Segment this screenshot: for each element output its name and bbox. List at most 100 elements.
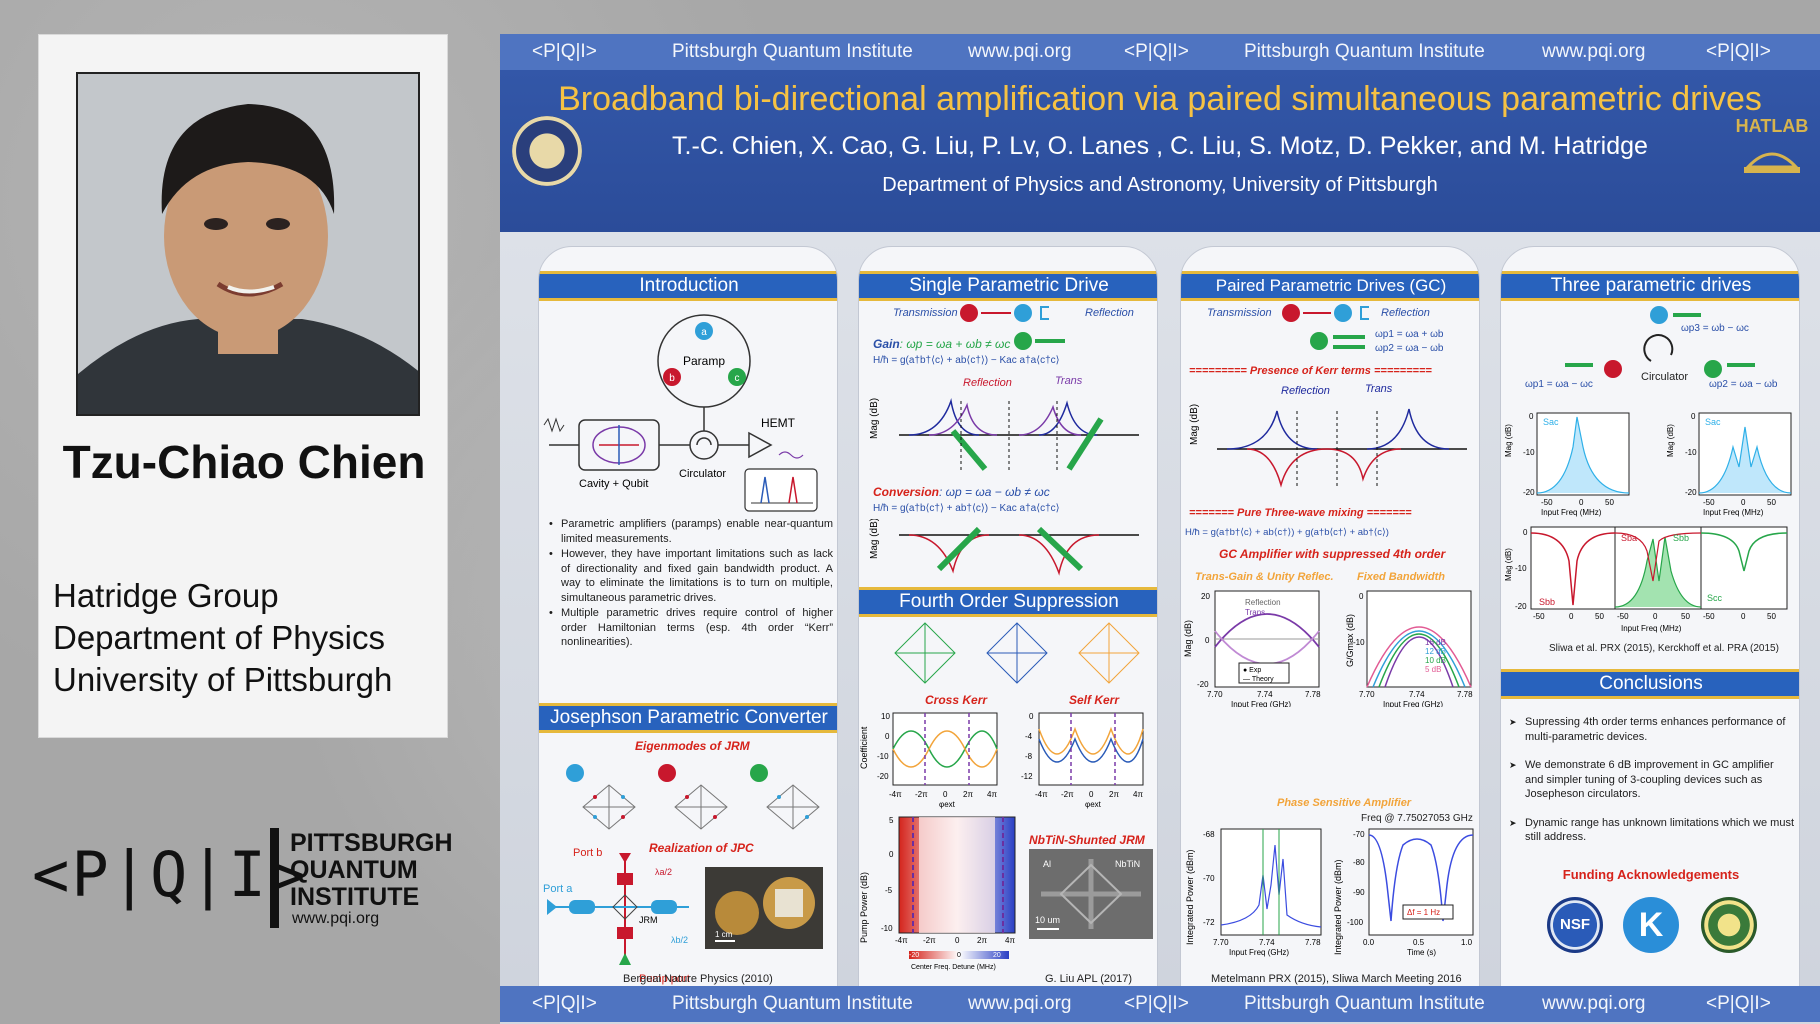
- tick: -4: [1025, 732, 1033, 741]
- strip-url: www.pqi.org: [1542, 993, 1646, 1014]
- section-title-introduction: Introduction: [539, 271, 837, 301]
- trans-gain-caption: Trans-Gain & Unity Reflec.: [1195, 571, 1334, 583]
- pqi-line2: QUANTUM: [290, 856, 418, 884]
- tick: 0: [1741, 612, 1746, 621]
- sbb-label: Sbb: [1673, 533, 1689, 543]
- tick: 0: [1569, 612, 1574, 621]
- poster-authors: T.-C. Chien, X. Cao, G. Liu, P. Lv, O. L…: [672, 132, 1648, 160]
- hatlab-hat-icon: [1744, 152, 1800, 173]
- port-a-label: Port a: [543, 883, 573, 895]
- tick: 10: [881, 712, 890, 721]
- university-name: University of Pittsburgh: [53, 661, 393, 698]
- legend-10db: 10 dB: [1425, 656, 1446, 665]
- port-b-label: Port b: [573, 847, 603, 859]
- label-reflection: Reflection: [1085, 307, 1134, 319]
- realization-caption: Realization of JPC: [649, 841, 754, 855]
- tick: -5: [885, 886, 893, 895]
- tick: 1.0: [1461, 938, 1473, 947]
- legend-16db: 16 dB: [1425, 638, 1446, 647]
- input-freq-axis: Input Freq (GHz): [1383, 700, 1443, 707]
- tick: -4π: [889, 790, 902, 799]
- freq-at-label: Freq @ 7.75027053 GHz: [1361, 813, 1473, 824]
- tick: 7.74: [1259, 938, 1275, 947]
- intro-bullet: However, they have important limitations…: [547, 547, 833, 605]
- poster-department: Department of Physics and Astronomy, Uni…: [882, 174, 1438, 196]
- intro-bullet: Multiple parametric drives require contr…: [547, 606, 833, 650]
- phase-sensitive-plots: Integrated Power (dBm) -68 -70 -72 7.70 …: [1185, 828, 1474, 957]
- legend-exp: ● Exp: [1243, 667, 1261, 674]
- cross-kerr-label: Cross Kerr: [925, 693, 988, 707]
- tick: -8: [1025, 752, 1033, 761]
- strip-url: www.pqi.org: [968, 993, 1072, 1014]
- poster-header: HATLAB Broadband bi-directional amplific…: [500, 70, 1820, 232]
- tick: 7.70: [1207, 690, 1223, 699]
- legend-reflection: Reflection: [1245, 598, 1281, 607]
- integrated-power-axis: Integrated Power (dBm): [1185, 849, 1195, 945]
- input-freq-axis: Input Freq (MHz): [1541, 508, 1602, 517]
- jpc-photo-scale: 1 cm: [715, 930, 733, 939]
- conversion-equation: : ωp = ωa − ωb ≠ ωc: [939, 485, 1050, 499]
- colorbar-label: Center Freq. Detune (MHz): [911, 964, 996, 971]
- tick: -68: [1203, 830, 1215, 839]
- tick: 2π: [1109, 790, 1119, 799]
- input-freq-axis: Input Freq (MHz): [1621, 624, 1682, 633]
- tick: -20: [1197, 680, 1209, 689]
- al-label: Al: [1043, 859, 1051, 869]
- tick: -20: [909, 952, 919, 959]
- nbtin-sem-image: Al NbTiN 10 um: [1029, 849, 1153, 939]
- presenter-name: Tzu-Chiao Chien: [62, 436, 426, 488]
- legend-12db: 12 dB: [1425, 647, 1446, 656]
- conclusion-item: Supressing 4th order terms enhances perf…: [1509, 715, 1795, 744]
- tick: 20: [993, 952, 1001, 959]
- tick: -10: [877, 752, 889, 761]
- pump-power-axis: Pump Power (dB): [859, 872, 869, 943]
- mag-db-axis: Mag (dB): [1666, 424, 1675, 457]
- section-title-three-drives: Three parametric drives: [1501, 271, 1799, 301]
- tick: -10: [1685, 448, 1697, 457]
- tick: 50: [1767, 612, 1776, 621]
- legend-trans: Trans: [1245, 608, 1265, 617]
- tick: 7.78: [1457, 690, 1473, 699]
- jrm-label: JRM: [639, 915, 658, 925]
- strip-mark: <P|Q|I>: [1706, 993, 1771, 1014]
- lambda-b-label: λb/2: [671, 935, 688, 945]
- plot-reflection-label: Reflection: [963, 377, 1012, 389]
- plot-trans-label: Trans: [1365, 383, 1393, 395]
- gain-response-plot: Mag (dB): [869, 398, 1139, 471]
- tick: -10: [881, 924, 893, 933]
- tick: 0: [1089, 790, 1094, 799]
- single-drive-citation: G. Liu APL (2017): [1045, 973, 1133, 985]
- tick: 0: [1529, 412, 1534, 421]
- tick: -2π: [1061, 790, 1074, 799]
- conversion-label: Conversion: ωp = ωa − ωb ≠ ωc: [873, 485, 1050, 499]
- section-title-paired-drives: Paired Parametric Drives (GC): [1181, 271, 1479, 301]
- label-hemt: HEMT: [761, 416, 796, 430]
- tick: -100: [1347, 918, 1364, 927]
- tick: -50: [1703, 498, 1715, 507]
- three-drive-scattering-plots: Sac Sac Mag (dB) Mag (dB) 0 -10 -20 0 -1…: [1504, 412, 1792, 517]
- fourth-order-jrm-diagrams: [894, 622, 1140, 684]
- sba-label: Sba: [1621, 533, 1637, 543]
- pqi-logo-url: www.pqi.org: [292, 910, 380, 927]
- pump-power-map: Pump Power (dB) 5 0 -5 -10 -4π -2π: [859, 816, 1016, 971]
- label-transmission: Transmission: [893, 307, 958, 319]
- tick: 0: [1029, 712, 1034, 721]
- phi-ext-axis: φext: [1085, 800, 1102, 809]
- keck-logo: K: [1623, 897, 1679, 953]
- gain-word: Gain: [873, 337, 900, 351]
- kerr-banner: ========= Presence of Kerr terms =======…: [1189, 365, 1432, 377]
- wp2-equation: ωp2 = ωa − ωb: [1375, 343, 1444, 354]
- tick: -20: [877, 772, 889, 781]
- mag-db-axis: Mag (dB): [1504, 548, 1513, 581]
- jpc-citation: Bergeal Nature Physics (2010): [623, 973, 773, 985]
- tick: -20: [1515, 602, 1527, 611]
- pqi-logo-mark: <P|Q|I>: [32, 838, 308, 911]
- tick: 0: [955, 936, 960, 945]
- tick: 0: [1741, 498, 1746, 507]
- three-wave-banner: ======= Pure Three-wave mixing =======: [1189, 507, 1412, 519]
- strip-mark: <P|Q|I>: [1706, 41, 1771, 62]
- jpc-realization-diagram: JRM λa/2 λb/2 1 cm: [547, 853, 823, 965]
- tick: 2π: [977, 936, 987, 945]
- gc-amp-caption: GC Amplifier with suppressed 4th order: [1219, 547, 1446, 561]
- section-title-fourth-order: Fourth Order Suppression: [859, 587, 1157, 617]
